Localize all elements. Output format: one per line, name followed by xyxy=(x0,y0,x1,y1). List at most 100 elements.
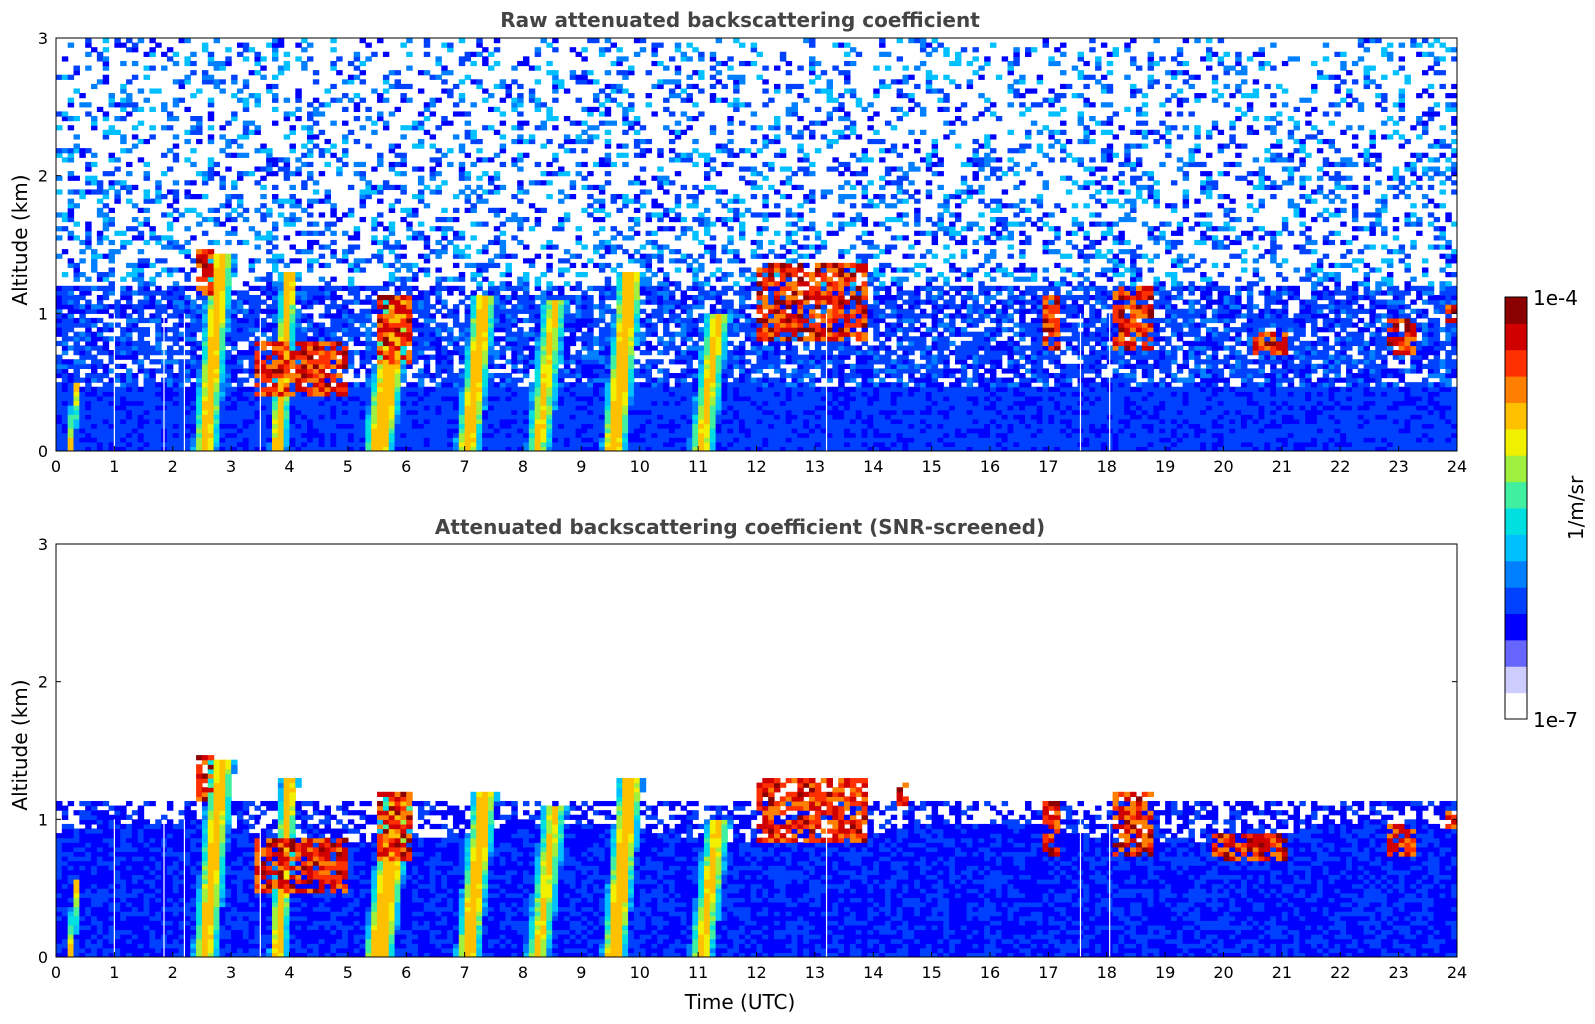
heatmap-cell xyxy=(283,331,291,337)
heatmap-cell xyxy=(645,258,653,264)
heatmap-cell xyxy=(435,327,442,333)
heatmap-cell xyxy=(254,258,261,264)
heatmap-cell xyxy=(190,441,197,448)
heatmap-cell xyxy=(622,116,629,122)
heatmap-cell xyxy=(283,272,291,278)
heatmap-cell xyxy=(534,207,542,213)
heatmap-cell xyxy=(260,391,267,397)
heatmap-cell xyxy=(365,331,372,337)
heatmap-cell xyxy=(610,446,617,451)
heatmap-cell xyxy=(126,47,133,53)
heatmap-cell xyxy=(126,340,133,347)
heatmap-cell xyxy=(645,262,653,269)
heatmap-cell xyxy=(371,239,378,246)
heatmap-cell xyxy=(523,60,530,67)
heatmap-cell xyxy=(371,368,378,374)
heatmap-cell xyxy=(102,304,110,310)
heatmap-cell xyxy=(616,418,623,425)
heatmap-cell xyxy=(67,446,75,451)
heatmap-cell xyxy=(558,432,565,438)
heatmap-cell xyxy=(552,47,559,53)
heatmap-cell xyxy=(231,111,238,117)
heatmap-cell xyxy=(552,432,559,438)
heatmap-cell xyxy=(61,111,69,117)
heatmap-cell xyxy=(312,386,320,392)
heatmap-cell xyxy=(499,377,507,383)
heatmap-cell xyxy=(476,249,483,255)
heatmap-cell xyxy=(73,331,80,337)
heatmap-cell xyxy=(260,363,267,369)
heatmap-cell xyxy=(622,322,629,328)
heatmap-cell xyxy=(277,395,285,402)
heatmap-cell xyxy=(412,446,419,451)
heatmap-cell xyxy=(388,395,396,402)
heatmap-cell xyxy=(616,143,623,149)
heatmap-cell xyxy=(342,304,349,310)
heatmap-cell xyxy=(295,285,302,291)
heatmap-cell xyxy=(307,262,314,269)
heatmap-cell xyxy=(307,382,314,388)
heatmap-cell xyxy=(581,56,588,62)
heatmap-cell xyxy=(482,88,489,94)
heatmap-cell xyxy=(271,437,279,443)
heatmap-cell xyxy=(137,262,145,269)
heatmap-cell xyxy=(266,446,273,451)
heatmap-cell xyxy=(289,198,296,204)
heatmap-cell xyxy=(412,414,419,420)
heatmap-cell xyxy=(114,372,121,379)
heatmap-cell xyxy=(575,386,582,392)
heatmap-cell xyxy=(598,446,606,451)
heatmap-cell xyxy=(528,405,536,411)
heatmap-cell xyxy=(79,359,86,365)
heatmap-cell xyxy=(108,441,115,448)
heatmap-cell xyxy=(365,340,372,347)
heatmap-cell xyxy=(464,322,472,328)
heatmap-cell xyxy=(155,428,162,434)
heatmap-cell xyxy=(569,327,577,333)
heatmap-cell xyxy=(505,281,512,287)
heatmap-cell xyxy=(552,38,559,44)
heatmap-cell xyxy=(400,446,407,451)
heatmap-cell xyxy=(336,322,343,328)
heatmap-cell xyxy=(628,125,635,131)
heatmap-cell xyxy=(645,428,653,434)
heatmap-cell xyxy=(552,400,559,406)
heatmap-cell xyxy=(464,152,472,158)
heatmap-cell xyxy=(196,194,203,200)
heatmap-cell xyxy=(569,253,577,259)
heatmap-cell xyxy=(324,400,331,406)
heatmap-cell xyxy=(575,120,582,126)
heatmap-cell xyxy=(289,359,296,365)
heatmap-cell xyxy=(633,400,641,406)
heatmap-cell xyxy=(73,189,80,195)
heatmap-cell xyxy=(289,372,296,379)
heatmap-cell xyxy=(558,350,565,356)
heatmap-cell xyxy=(271,285,279,291)
heatmap-cell xyxy=(155,418,162,425)
heatmap-cell xyxy=(330,239,337,246)
heatmap-cell xyxy=(254,405,261,411)
heatmap-cell xyxy=(196,400,203,406)
heatmap-cell xyxy=(575,359,582,365)
heatmap-cell xyxy=(517,331,524,337)
heatmap-cell xyxy=(201,180,209,186)
heatmap-cell xyxy=(499,363,507,369)
heatmap-cell xyxy=(540,125,547,131)
heatmap-cell xyxy=(73,88,80,94)
heatmap-cell xyxy=(645,391,653,397)
heatmap-cell xyxy=(546,60,553,67)
heatmap-cell xyxy=(412,272,419,278)
heatmap-cell xyxy=(318,322,326,328)
heatmap-cell xyxy=(131,432,139,438)
heatmap-cell xyxy=(540,368,547,374)
heatmap-cell xyxy=(523,354,530,360)
heatmap-cell xyxy=(213,65,221,71)
heatmap-cell xyxy=(219,148,226,154)
heatmap-cell xyxy=(359,313,366,319)
heatmap-cell xyxy=(61,249,69,255)
heatmap-cell xyxy=(85,102,92,108)
heatmap-cell xyxy=(417,125,425,131)
heatmap-cell xyxy=(441,235,448,241)
heatmap-cell xyxy=(546,331,553,337)
heatmap-cell xyxy=(441,299,448,305)
